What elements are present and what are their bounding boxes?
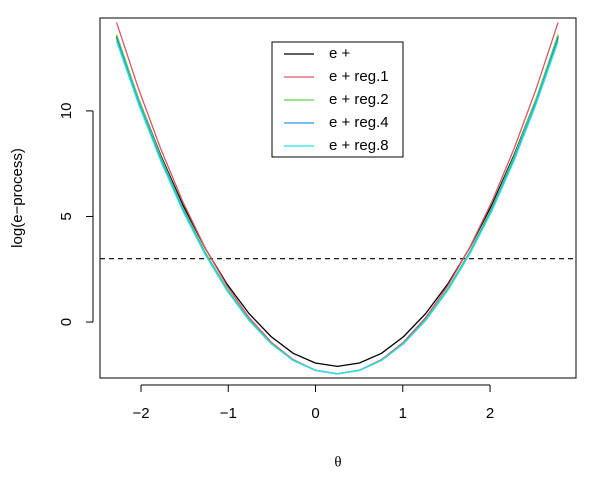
y-axis-label: log(e−process)	[9, 148, 26, 248]
x-tick-label: 0	[311, 405, 319, 422]
legend-label: e + reg.2	[329, 91, 389, 108]
curve	[115, 41, 559, 375]
plot-box	[99, 17, 577, 379]
legend-label: e + reg.1	[329, 68, 389, 85]
x-tick-label: 1	[399, 405, 407, 422]
x-tick-label: 2	[486, 405, 494, 422]
y-tick-label: 5	[58, 212, 75, 220]
y-tick-label: 10	[58, 103, 75, 120]
x-axis-label: θ	[334, 454, 341, 470]
curve	[115, 36, 559, 368]
x-tick-label: −1	[220, 405, 237, 422]
legend-label: e +	[329, 45, 351, 62]
legend-label: e + reg.8	[329, 137, 389, 154]
y-tick-label: 0	[58, 318, 75, 326]
legend-label: e + reg.4	[329, 114, 389, 131]
x-tick-label: −2	[132, 405, 149, 422]
